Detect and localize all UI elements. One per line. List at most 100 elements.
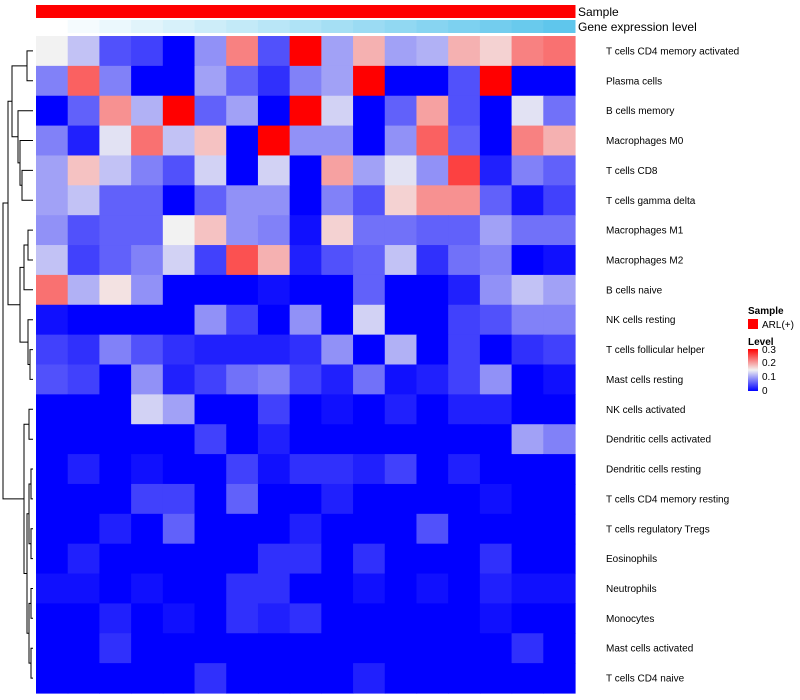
- heatmap-cell: [480, 36, 512, 66]
- row-label: Monocytes: [606, 614, 654, 625]
- heatmap-cell: [131, 66, 163, 96]
- heatmap-cell: [131, 574, 163, 604]
- heatmap-cell: [543, 305, 575, 335]
- heatmap-cell: [99, 66, 131, 96]
- heatmap-cell: [385, 66, 417, 96]
- sample-annotation-cell: [480, 5, 512, 18]
- heatmap-cell: [226, 514, 258, 544]
- heatmap-cell: [416, 275, 448, 305]
- heatmap-cell: [258, 185, 290, 215]
- heatmap-cell: [385, 603, 417, 633]
- heatmap-cell: [68, 36, 100, 66]
- heatmap-cell: [163, 544, 195, 574]
- heatmap-cell: [195, 185, 227, 215]
- heatmap-cell: [36, 215, 68, 245]
- heatmap-cell: [416, 66, 448, 96]
- gene-expression-annotation-cell: [321, 20, 353, 33]
- heatmap-cell: [416, 126, 448, 156]
- heatmap-cell: [321, 96, 353, 126]
- heatmap-cell: [416, 663, 448, 693]
- heatmap-cell: [321, 544, 353, 574]
- heatmap-cell: [36, 663, 68, 693]
- heatmap-cell: [448, 574, 480, 604]
- dendrogram-branch: [27, 51, 33, 81]
- heatmap-cell: [385, 155, 417, 185]
- heatmap-cell: [290, 454, 322, 484]
- heatmap-cell: [385, 245, 417, 275]
- sample-annotation-cell: [543, 5, 575, 18]
- heatmap-cell: [480, 633, 512, 663]
- heatmap-cell: [448, 514, 480, 544]
- dendrogram-branch: [31, 469, 33, 499]
- heatmap-cell: [258, 365, 290, 395]
- heatmap-cell: [258, 305, 290, 335]
- heatmap-cell: [195, 215, 227, 245]
- heatmap-cell: [99, 484, 131, 514]
- heatmap-cell: [36, 335, 68, 365]
- sample-annotation-cell: [99, 5, 131, 18]
- heatmap-cell: [543, 126, 575, 156]
- heatmap-cell: [68, 633, 100, 663]
- heatmap-cell: [480, 484, 512, 514]
- heatmap-cell: [385, 305, 417, 335]
- heatmap-cell: [543, 365, 575, 395]
- heatmap-cell: [353, 66, 385, 96]
- heatmap-cell: [195, 514, 227, 544]
- heatmap-cell: [226, 215, 258, 245]
- heatmap-cell: [99, 663, 131, 693]
- heatmap-cell: [480, 454, 512, 484]
- heatmap-cell: [543, 633, 575, 663]
- dendrogram-branch: [31, 529, 33, 559]
- heatmap-cell: [226, 245, 258, 275]
- heatmap-cell: [353, 155, 385, 185]
- heatmap-cell: [68, 514, 100, 544]
- heatmap-cell: [163, 245, 195, 275]
- row-label: Dendritic cells activated: [606, 435, 711, 446]
- heatmap-cell: [68, 484, 100, 514]
- heatmap-cell: [385, 574, 417, 604]
- dendrogram-branch: [30, 350, 33, 380]
- heatmap-cell: [226, 394, 258, 424]
- heatmap-cell: [290, 215, 322, 245]
- heatmap-cell: [226, 424, 258, 454]
- row-label: T cells CD4 memory resting: [606, 494, 729, 505]
- heatmap-cell: [416, 514, 448, 544]
- heatmap-cell: [163, 394, 195, 424]
- dendrogram-branch: [29, 409, 33, 439]
- heatmap-cell: [99, 126, 131, 156]
- heatmap-cell: [163, 66, 195, 96]
- heatmap-cell: [131, 394, 163, 424]
- heatmap-cell: [195, 365, 227, 395]
- heatmap-cell: [290, 155, 322, 185]
- heatmap-cell: [512, 574, 544, 604]
- heatmap-cell: [353, 335, 385, 365]
- sample-annotation-cell: [131, 5, 163, 18]
- heatmap-cell: [416, 185, 448, 215]
- heatmap-cell: [258, 36, 290, 66]
- heatmap-cell: [290, 126, 322, 156]
- heatmap-cell: [321, 633, 353, 663]
- heatmap-cell: [543, 245, 575, 275]
- row-dendrogram: [3, 51, 33, 678]
- heatmap-cell: [385, 126, 417, 156]
- heatmap-cell: [353, 245, 385, 275]
- heatmap-cell: [480, 514, 512, 544]
- heatmap-cell: [68, 365, 100, 395]
- heatmap-cell: [195, 335, 227, 365]
- heatmap-cell: [321, 454, 353, 484]
- heatmap-cell: [36, 394, 68, 424]
- heatmap-cell: [543, 335, 575, 365]
- legend-sample-title: Sample: [748, 306, 784, 317]
- heatmap-cell: [195, 544, 227, 574]
- heatmap-cell: [512, 155, 544, 185]
- row-label: T cells regulatory Tregs: [606, 524, 710, 535]
- heatmap-cell: [512, 66, 544, 96]
- heatmap-cell: [131, 454, 163, 484]
- heatmap-cell: [68, 245, 100, 275]
- heatmap-cell: [480, 126, 512, 156]
- row-label: Eosinophils: [606, 554, 657, 565]
- heatmap-cell: [385, 36, 417, 66]
- row-label: Mast cells resting: [606, 375, 683, 386]
- heatmap-cell: [543, 185, 575, 215]
- heatmap-cell: [131, 305, 163, 335]
